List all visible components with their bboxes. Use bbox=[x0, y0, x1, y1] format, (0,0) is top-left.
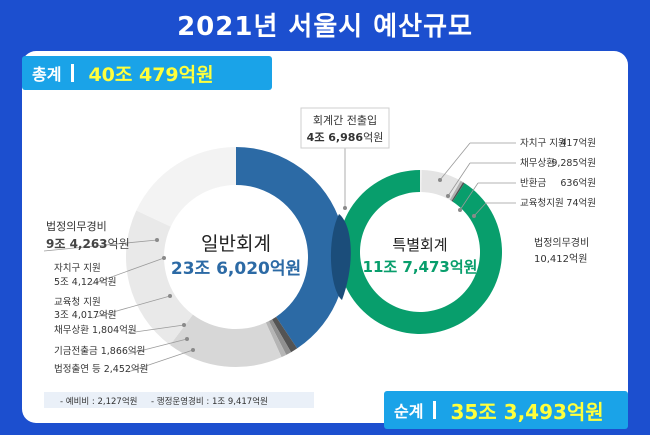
total-value: 40조 479억원 bbox=[88, 63, 214, 86]
leader-dot-1 bbox=[162, 256, 166, 260]
total-badge: 총계 40조 479억원 bbox=[22, 56, 272, 90]
leader-dot-2 bbox=[168, 294, 172, 298]
general-slice-3 bbox=[170, 314, 282, 367]
leader-line-5 bbox=[127, 349, 194, 373]
leader-dot-0 bbox=[155, 238, 159, 242]
overlap-segment bbox=[330, 214, 351, 300]
transfer-value-number: 4조 6,986 bbox=[307, 131, 364, 144]
transfer-value: 4조 6,986억원 bbox=[307, 131, 384, 144]
label-general-education-title: 교육청 지원 bbox=[54, 297, 101, 308]
label-special-education-value: 74억원 bbox=[566, 197, 596, 209]
general-slice-0 bbox=[272, 316, 298, 353]
transfer-label: 회계간 전출입 bbox=[313, 114, 377, 127]
special-center-value: 11조 7,473억원 bbox=[363, 258, 478, 276]
leader-line-10 bbox=[447, 162, 471, 197]
label-special-district-value: 417억원 bbox=[560, 137, 596, 149]
leader-dot-3 bbox=[182, 323, 186, 327]
net-separator bbox=[433, 401, 437, 419]
page-title: 2021년 서울시 예산규모 bbox=[177, 12, 473, 42]
label-special-debt-name: 채무상환 bbox=[520, 157, 555, 169]
footnote-box bbox=[44, 392, 314, 408]
label-special-mandatory-value: 10,412억원 bbox=[534, 253, 587, 265]
label-general-statutory: 법정출연 등 2,452억원 bbox=[54, 363, 148, 375]
general-slice-2 bbox=[265, 321, 287, 358]
label-general-mandatory-title: 법정의무경비 bbox=[46, 220, 107, 233]
leader-line-1 bbox=[91, 257, 165, 285]
leader-dot-6 bbox=[438, 178, 442, 182]
general-account-donut bbox=[125, 147, 346, 367]
special-slice-2 bbox=[449, 180, 464, 201]
general-main-arc bbox=[236, 147, 346, 349]
leader-line-12 bbox=[459, 182, 479, 211]
general-center-value: 23조 6,020억원 bbox=[171, 259, 301, 279]
general-slice-1 bbox=[268, 319, 292, 355]
label-general-fund: 기금전출금 1,866억원 bbox=[54, 345, 145, 357]
label-special-refund-value: 636억원 bbox=[560, 177, 596, 189]
label-special-debt-value: 9,285억원 bbox=[551, 157, 596, 169]
leader-dot-7 bbox=[446, 194, 450, 198]
label-special-refund-name: 반환금 bbox=[520, 177, 546, 189]
label-general-mandatory-unit: 억원 bbox=[108, 237, 130, 251]
leader-line-2 bbox=[91, 295, 171, 319]
leader-line-8 bbox=[439, 142, 471, 181]
transfer-value-unit: 억원 bbox=[363, 131, 383, 144]
leader-dot-5 bbox=[191, 348, 195, 352]
label-general-district-title: 자치구 지원 bbox=[54, 262, 101, 274]
leader-dot-9 bbox=[472, 214, 476, 218]
label-special-education-name: 교육청지원 bbox=[520, 198, 564, 209]
label-general-district-value: 5조 4,124억원 bbox=[54, 276, 116, 288]
label-special-district-name: 자치구 지원 bbox=[520, 137, 567, 149]
general-slice-5 bbox=[136, 147, 236, 227]
leader-line-0 bbox=[43, 239, 158, 252]
leader-dot-4 bbox=[185, 337, 189, 341]
label-general-mandatory-value: 9조 4,263억원 bbox=[46, 237, 130, 251]
net-value: 35조 3,493억원 bbox=[450, 399, 604, 424]
leader-line-4 bbox=[127, 338, 188, 355]
leader-dot-8 bbox=[458, 208, 462, 212]
leader-lines bbox=[43, 142, 516, 373]
label-general-education-value: 3조 4,017억원 bbox=[54, 309, 116, 321]
general-center-label: 일반회계 bbox=[201, 233, 271, 255]
total-label: 총계 bbox=[32, 65, 62, 84]
label-general-mandatory-number: 9조 4,263 bbox=[46, 237, 108, 251]
label-special-mandatory-title: 법정의무경비 bbox=[534, 236, 589, 249]
overlap-shape bbox=[330, 214, 351, 300]
net-label: 순계 bbox=[394, 402, 424, 421]
special-center-label: 특별회계 bbox=[392, 236, 447, 254]
general-slice-4 bbox=[125, 210, 193, 346]
net-badge: 순계 35조 3,493억원 bbox=[384, 391, 628, 429]
footnote-text: - 예비비 : 2,127억원 - 행정운영경비 : 1조 9,417억원 bbox=[60, 396, 268, 407]
label-general-debt: 채무상환 1,804억원 bbox=[54, 324, 137, 336]
leader-dot-10 bbox=[343, 206, 347, 210]
leader-line-3 bbox=[127, 324, 185, 334]
special-slice-3 bbox=[451, 182, 465, 202]
special-slice-0 bbox=[420, 170, 422, 193]
transfer-box bbox=[300, 107, 390, 149]
leader-line-14 bbox=[473, 202, 487, 217]
total-separator bbox=[71, 64, 75, 82]
